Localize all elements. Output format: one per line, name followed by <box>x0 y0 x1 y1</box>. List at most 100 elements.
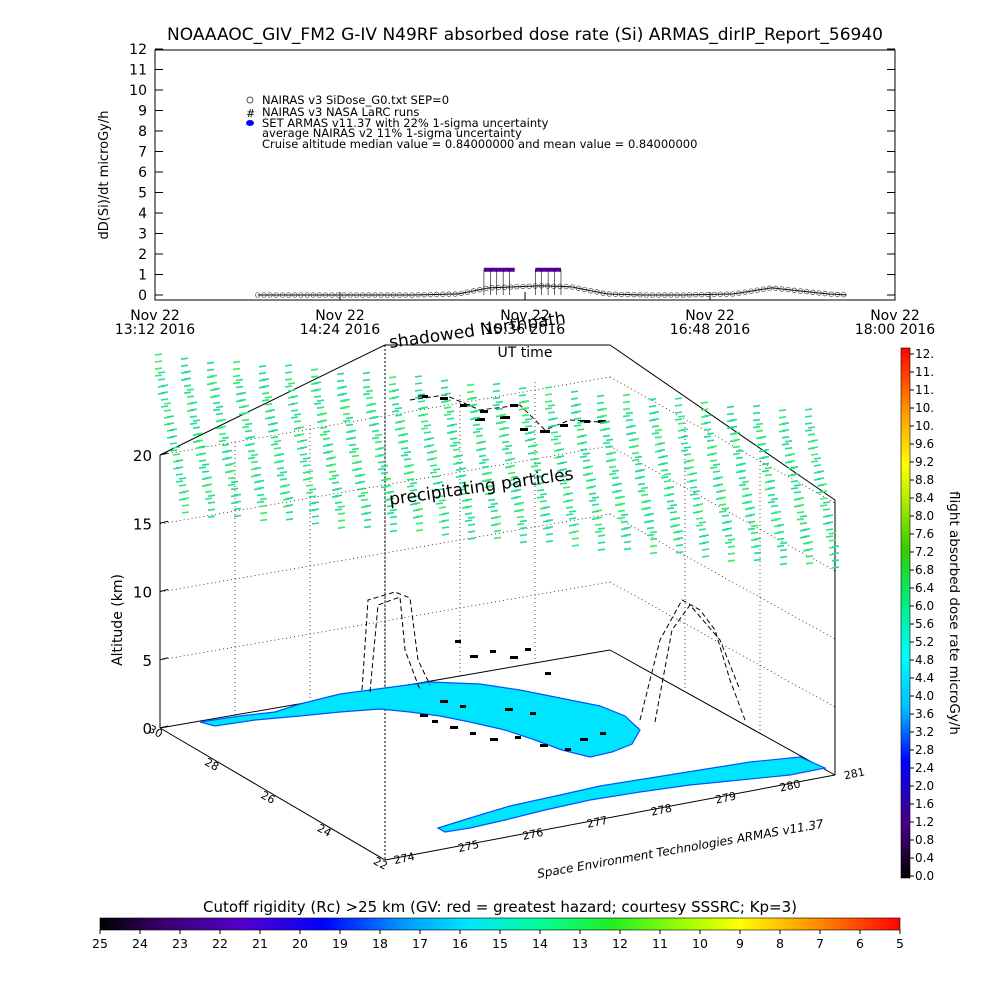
particle-mark <box>261 378 270 381</box>
particle-mark <box>663 480 672 483</box>
particle-mark <box>299 446 308 449</box>
particle-mark <box>807 433 816 436</box>
particle-mark <box>643 506 652 510</box>
particle-mark <box>831 545 840 548</box>
particle-mark <box>189 408 198 411</box>
legend-marker-blue-dot <box>246 120 254 126</box>
particle-mark <box>198 452 207 455</box>
particle-mark <box>755 422 764 426</box>
data-point-nairas <box>267 292 273 298</box>
particle-mark <box>816 477 825 480</box>
dose-tick-label: 4.8 <box>915 653 934 667</box>
particle-mark <box>651 425 660 428</box>
particle-mark <box>377 460 386 464</box>
particle-mark <box>319 419 328 422</box>
particle-mark <box>244 429 253 433</box>
rigidity-tick-label: 12 <box>612 936 628 951</box>
particle-mark <box>605 445 614 449</box>
particle-mark <box>207 508 216 511</box>
particle-mark <box>646 526 655 530</box>
particle-mark <box>336 372 345 376</box>
data-point-nairas <box>816 290 822 296</box>
particle-mark <box>533 469 542 472</box>
particle-mark <box>726 412 735 416</box>
particle-mark <box>588 485 597 488</box>
particle-mark <box>221 443 230 447</box>
data-point-nairas <box>834 291 841 298</box>
particle-mark <box>368 409 377 413</box>
particle-mark <box>212 401 221 405</box>
particle-mark <box>542 513 551 516</box>
legend-entry: average NAIRAS v2 11% 1-sigma uncertaint… <box>262 126 522 140</box>
particle-mark <box>608 458 617 462</box>
x-tick-label: 14:24 2016 <box>300 322 381 338</box>
particle-mark <box>634 455 643 459</box>
particle-mark <box>261 385 270 388</box>
particle-mark <box>305 477 314 480</box>
particle-mark <box>160 398 169 401</box>
particle-mark <box>435 481 444 484</box>
particle-mark <box>258 365 267 368</box>
particle-mark <box>440 386 449 389</box>
particle-mark <box>648 398 657 401</box>
particle-mark <box>181 511 190 514</box>
particle-mark <box>227 462 236 466</box>
particle-mark <box>204 476 213 479</box>
particle-mark <box>166 422 175 425</box>
particle-mark <box>675 544 684 547</box>
data-point-nairas <box>766 285 773 291</box>
particle-mark <box>620 513 629 517</box>
y-tick-label: 7 <box>138 145 147 161</box>
particle-mark <box>273 440 282 443</box>
particle-mark <box>273 447 282 450</box>
data-point-nairas <box>803 288 810 295</box>
particle-mark <box>342 405 351 409</box>
particle-mark <box>241 425 250 429</box>
particle-mark <box>391 410 400 413</box>
particle-mark <box>718 489 727 492</box>
particle-mark <box>625 411 634 415</box>
particle-mark <box>605 438 614 442</box>
particle-mark <box>718 496 727 499</box>
particle-mark <box>544 400 553 403</box>
particle-mark <box>741 487 750 491</box>
particle-mark <box>582 452 591 455</box>
particle-mark <box>622 414 631 418</box>
dose-tick-label: 6.4 <box>915 581 934 595</box>
particle-mark <box>403 458 412 461</box>
particle-mark <box>374 433 383 437</box>
particle-mark <box>357 494 366 498</box>
data-point-nairas <box>662 292 668 298</box>
particle-mark <box>261 399 270 402</box>
particle-mark <box>175 480 184 483</box>
particle-mark <box>400 447 409 450</box>
particle-mark <box>779 562 788 566</box>
particle-mark <box>712 463 721 466</box>
particle-mark <box>510 475 519 479</box>
particle-mark <box>825 514 834 517</box>
data-point-nairas <box>427 291 434 298</box>
z-tick-group: 0 5 10 15 20 <box>133 447 169 738</box>
particle-mark <box>498 420 507 424</box>
particle-mark <box>599 414 608 418</box>
dose-tick-label: 0.0 <box>915 869 934 883</box>
particle-mark <box>752 404 761 408</box>
particle-mark <box>804 422 813 425</box>
data-point-nairas <box>723 291 730 297</box>
particle-mark <box>154 353 163 356</box>
particle-mark <box>458 467 467 470</box>
particle-mark <box>559 475 568 478</box>
particle-mark <box>186 395 195 398</box>
particle-mark <box>637 482 646 486</box>
rigidity-colorbar-ticks: 25 24 23 22 21 20 19 18 17 16 15 14 13 12 11 10 9 8 7 6 5 <box>92 930 904 951</box>
particle-mark <box>698 528 707 531</box>
particle-mark <box>443 399 452 402</box>
particle-mark <box>738 462 747 466</box>
particle-mark <box>218 425 227 429</box>
data-point-nairas <box>785 286 791 293</box>
data-point-nairas <box>631 292 637 298</box>
particle-mark <box>287 382 296 385</box>
particle-mark <box>478 447 487 451</box>
particle-mark <box>787 460 796 463</box>
